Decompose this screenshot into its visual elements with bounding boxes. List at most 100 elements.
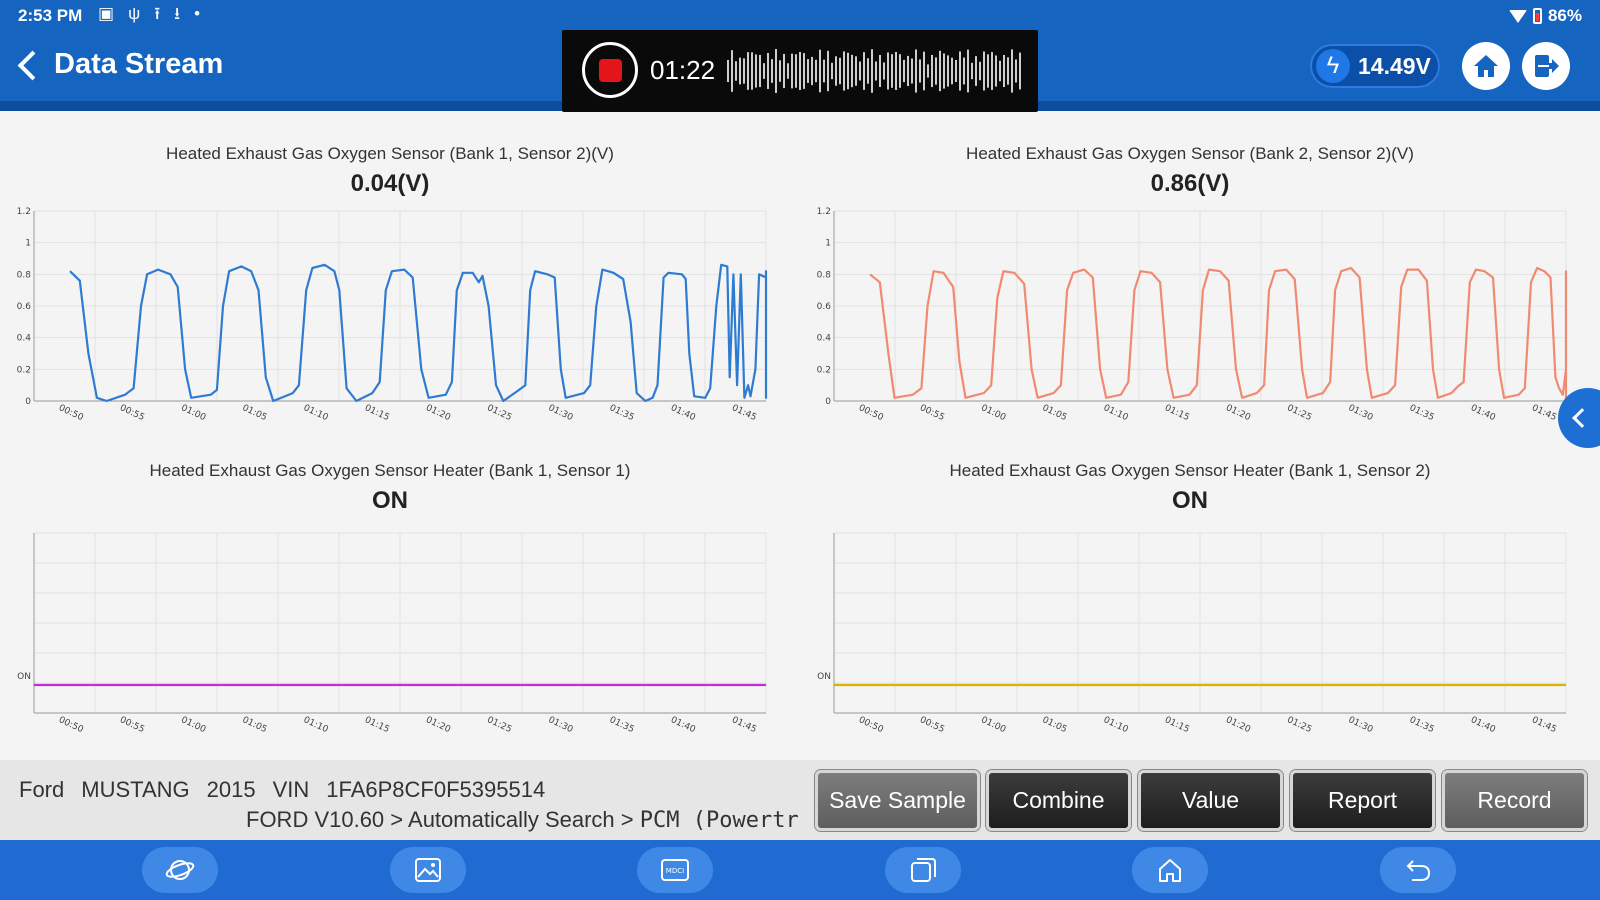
chart-value: ON [372,487,408,514]
x-tick-label: 01:35 [1408,403,1436,423]
x-tick-label: 01:05 [1041,715,1069,735]
y-tick-label: 1.2 [817,207,831,217]
x-tick-label: 00:55 [118,403,146,423]
x-tick-label: 01:10 [302,715,330,735]
recent-apps-icon [911,858,936,882]
wifi-icon [1508,9,1527,23]
data-series-line [869,266,1568,401]
back-icon [1406,860,1431,881]
x-tick-label: 01:45 [730,403,758,423]
gallery-icon [415,858,441,882]
x-tick-label: 01:10 [1102,715,1130,735]
x-tick-label: 01:00 [979,715,1007,735]
x-tick-label: 01:20 [424,715,452,735]
y-tick-label: 0.2 [17,365,31,375]
nav-home-button[interactable] [1132,847,1208,893]
x-tick-label: 01:15 [363,403,391,423]
battery-icon [1532,8,1542,24]
x-tick-label: 00:50 [857,715,885,735]
y-tick-label: 0.4 [17,334,32,344]
x-tick-label: 01:30 [547,715,575,735]
chart-value: 0.86(V) [1150,170,1230,197]
x-tick-label: 01:25 [1285,715,1313,735]
chart-panel-bank1-sensor2: Heated Exhaust Gas Oxygen Sensor (Bank 1… [0,138,780,438]
line-chart-bank2-sensor2[interactable]: 00:50 00:55 01:00 01:05 01:10 01:15 01:20 01:25… [800,203,1580,438]
x-tick-label: 01:40 [1469,715,1497,735]
vin-value: 1FA6P8CF0F5395514 [326,777,546,802]
y-tick-label: ON [17,672,31,682]
screen-recorder-panel: 01:22 [562,30,1038,112]
home-button[interactable] [1462,42,1510,90]
y-tick-label: 1 [825,239,831,249]
recording-time: 01:22 [650,55,716,85]
x-tick-label: 00:50 [57,403,85,423]
nav-planet-button[interactable] [142,847,218,893]
nav-gallery-button[interactable] [390,847,466,893]
chart-title: Heated Exhaust Gas Oxygen Sensor Heater … [949,461,1431,480]
chart-title: Heated Exhaust Gas Oxygen Sensor (Bank 1… [166,144,614,163]
chart-value: 0.04(V) [350,170,430,197]
chart-panel-heater-bank1-sensor2: Heated Exhaust Gas Oxygen Sensor Heater … [800,455,1580,755]
x-tick-label: 01:10 [1102,403,1130,423]
battery-voltage-indicator: ϟ 14.49V [1310,44,1440,88]
report-button[interactable]: Report [1290,770,1435,831]
nav-mdci-button[interactable]: MDCI [637,847,713,893]
x-tick-label: 01:25 [485,715,513,735]
data-series-line [69,263,768,403]
nav-recent-apps-button[interactable] [885,847,961,893]
x-tick-label: 01:15 [363,715,391,735]
record-button[interactable]: Record [1442,770,1587,831]
chart-panel-bank2-sensor2: Heated Exhaust Gas Oxygen Sensor (Bank 2… [800,138,1580,438]
x-tick-label: 01:05 [241,403,269,423]
status-time: 2:53 PM [18,6,83,25]
vin-label: VIN [272,777,310,802]
y-tick-label: 0.6 [17,302,32,312]
x-tick-label: 01:15 [1163,715,1191,735]
x-tick-label: 01:05 [241,715,269,735]
upload-icon: ⭱ [154,4,161,23]
y-tick-label: 1 [25,239,31,249]
x-tick-label: 01:45 [1530,715,1558,735]
mdci-icon: MDCI [661,859,689,881]
side-panel-toggle[interactable] [1558,388,1600,448]
value-button[interactable]: Value [1138,770,1283,831]
chart-title: Heated Exhaust Gas Oxygen Sensor Heater … [149,461,631,480]
stop-recording-button[interactable] [582,42,638,98]
combine-button[interactable]: Combine [986,770,1131,831]
diagnostic-path: FORD V10.60 > Automatically Search > PCM… [246,807,810,833]
battery-percent: 86% [1547,6,1582,25]
x-tick-label: 01:45 [1530,403,1558,423]
chart-panel-heater-bank1-sensor1: Heated Exhaust Gas Oxygen Sensor Heater … [0,455,780,755]
y-tick-label: 0.4 [817,334,832,344]
x-tick-label: 01:00 [179,715,207,735]
line-chart-bank1-sensor2[interactable]: 00:50 00:55 01:00 01:05 01:10 01:15 01:20 01:25… [0,203,780,438]
vehicle-info: Ford MUSTANG 2015 VIN 1FA6P8CF0F5395514 [19,777,545,803]
back-arrow-icon[interactable] [14,46,44,86]
nav-back-button[interactable] [1380,847,1456,893]
path-prefix: FORD V10.60 > Automatically Search > [246,807,640,832]
x-tick-label: 01:40 [669,403,697,423]
home-icon [1474,55,1498,77]
top-header: 2:53 PM ▣ ψ ⭱ ⭳ • 86% Data Stream 01:22 … [0,0,1600,112]
vehicle-make: Ford [19,777,65,802]
line-chart-heater-bank1-sensor1[interactable]: 00:50 00:55 01:00 01:05 01:10 01:15 01:20 01:25… [0,525,780,755]
y-tick-label: 0 [825,397,831,407]
home-icon [1159,859,1181,882]
line-chart-heater-bank1-sensor2[interactable]: 00:50 00:55 01:00 01:05 01:10 01:15 01:20 01:25… [800,525,1580,755]
download-icon: ⭳ [174,4,181,23]
vehicle-model: MUSTANG [81,777,190,802]
x-tick-label: 01:35 [608,403,636,423]
x-tick-label: 01:10 [302,403,330,423]
page-title: Data Stream [54,48,224,80]
y-tick-label: ON [817,672,831,682]
x-tick-label: 01:05 [1041,403,1069,423]
x-tick-label: 00:55 [918,403,946,423]
save-sample-button[interactable]: Save Sample [815,770,980,831]
x-tick-label: 01:30 [1347,715,1375,735]
x-tick-label: 00:50 [57,715,85,735]
x-tick-label: 01:00 [179,403,207,423]
y-tick-label: 0 [25,397,31,407]
exit-icon [1535,55,1559,77]
x-tick-label: 01:00 [979,403,1007,423]
exit-button[interactable] [1522,42,1570,90]
